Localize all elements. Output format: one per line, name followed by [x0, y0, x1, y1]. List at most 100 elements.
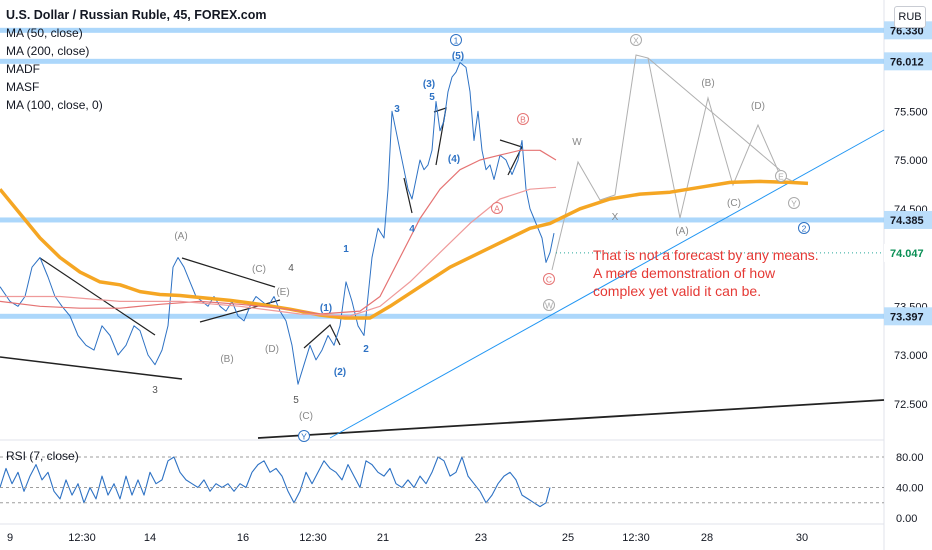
price-label-0: 76.330	[890, 25, 924, 37]
wave-sketch-c	[499, 139, 523, 176]
wave-label-20: X	[612, 212, 619, 223]
wave-label-24: (C)	[727, 198, 741, 209]
price-label-box-4	[884, 307, 932, 326]
rsi-tick-label-2: 0.00	[896, 513, 917, 525]
projection-guide	[647, 57, 781, 171]
wave-label-1: (B)	[220, 354, 233, 365]
chart-annotation: That is not a forecast by any means. A m…	[593, 246, 819, 300]
price-tick-label-5: 75.000	[894, 155, 928, 167]
wave-label-21: (B)	[701, 78, 714, 89]
wave-label-10: (2)	[334, 367, 346, 378]
wave-circle-ring-9	[298, 430, 310, 442]
wave-label-22: (D)	[751, 101, 765, 112]
level-line-3	[0, 313, 884, 319]
legend-masf[interactable]: MASF	[6, 80, 40, 94]
wave-circle-8: 2	[798, 222, 810, 234]
time-tick-label-1: 12:30	[68, 532, 96, 544]
wave-circle-0: 1	[450, 34, 462, 46]
wave-label-16: 5	[429, 92, 435, 103]
annotation-line-1: That is not a forecast by any means.	[593, 247, 819, 263]
wave-label-17: (4)	[448, 154, 460, 165]
wave-circle-text-5: W	[545, 301, 553, 311]
wave-label-11: 1	[343, 244, 349, 255]
level-line-1	[0, 58, 884, 64]
legend-madf[interactable]: MADF	[6, 62, 40, 76]
chart-legend: U.S. Dollar / Russian Ruble, 45, FOREX.c…	[6, 6, 266, 114]
wave-circle-text-7: Y	[791, 199, 797, 209]
time-tick-label-4: 12:30	[299, 532, 327, 544]
wave-circle-text-8: 2	[802, 224, 807, 234]
wave-circle-ring-5	[543, 299, 555, 311]
wave-circle-ring-7	[788, 197, 800, 209]
time-tick-label-5: 21	[377, 532, 389, 544]
wave-circle-text-2: A	[494, 204, 500, 214]
wave-circle-text-1: X	[633, 36, 639, 46]
wave-label-23: (A)	[675, 226, 688, 237]
price-label-4: 73.397	[890, 311, 924, 323]
projection-path	[551, 54, 797, 271]
rsi-label: RSI (7, close)	[6, 449, 79, 463]
legend-ma-50[interactable]: MA (50, close)	[6, 26, 83, 40]
wave-circle-ring-4	[543, 273, 555, 285]
wave-circle-ring-3	[517, 113, 529, 125]
wave-circle-9: Y	[298, 430, 310, 442]
wave-label-0: (A)	[174, 231, 187, 242]
wave-circle-text-4: C	[546, 275, 552, 285]
time-tick-label-8: 12:30	[622, 532, 650, 544]
wave-label-2: (C)	[252, 264, 266, 275]
level-line-2	[0, 217, 884, 223]
wave-label-19: W	[572, 137, 582, 148]
wave-label-14: 4	[409, 224, 415, 235]
trendline-triangle-top	[181, 257, 276, 288]
time-tick-label-3: 16	[237, 532, 249, 544]
wave-circle-2: A	[491, 202, 503, 214]
annotation-line-3: complex yet valid it can be.	[593, 283, 762, 299]
wave-circle-ring-2	[491, 202, 503, 214]
time-tick-label-6: 23	[475, 532, 487, 544]
price-label-2: 74.385	[890, 215, 924, 227]
rsi-tick-label-0: 80.00	[896, 452, 924, 464]
symbol-title: U.S. Dollar / Russian Ruble, 45, FOREX.c…	[6, 8, 267, 22]
wave-circle-ring-0	[450, 34, 462, 46]
legend-ma-200[interactable]: MA (200, close)	[6, 44, 90, 58]
trendline-lower-left	[0, 356, 183, 380]
rsi-line	[0, 456, 551, 508]
wave-circle-4: C	[543, 273, 555, 285]
wave-circle-text-9: Y	[301, 432, 307, 442]
wave-circle-7: Y	[788, 197, 800, 209]
wave-label-8: (C)	[299, 411, 313, 422]
wave-label-4: (E)	[276, 287, 289, 298]
ma-50-line	[0, 149, 557, 315]
wave-label-5: 4	[288, 263, 294, 274]
annotation-line-2: A mere demonstration of how	[593, 265, 776, 281]
level-line-0	[0, 27, 884, 33]
price-tick-label-1: 73.000	[894, 350, 928, 362]
wave-label-13: 3	[394, 104, 400, 115]
wave-circle-text-6: E	[778, 172, 784, 182]
wave-circle-1: X	[630, 34, 642, 46]
price-label-box-2	[884, 210, 932, 229]
wave-label-9: (1)	[320, 303, 332, 314]
wave-circle-text-3: B	[520, 115, 526, 125]
time-tick-label-2: 14	[144, 532, 156, 544]
wave-label-7: 5	[293, 395, 299, 406]
price-label-box-1	[884, 52, 932, 71]
price-tick-label-6: 75.500	[894, 106, 928, 118]
wave-circle-ring-1	[630, 34, 642, 46]
currency-button[interactable]: RUB	[894, 6, 926, 28]
ma-200-line	[0, 179, 809, 320]
trendline-long-bottom	[257, 399, 885, 439]
wave-circle-ring-6	[775, 170, 787, 182]
trendline-upper-left	[39, 257, 156, 336]
time-tick-label-9: 28	[701, 532, 713, 544]
time-tick-label-7: 25	[562, 532, 574, 544]
wave-sketch-a	[403, 177, 413, 214]
time-tick-label-0: 9	[7, 532, 13, 544]
price-tick-label-0: 72.500	[894, 399, 928, 411]
wave-label-12: 2	[363, 344, 369, 355]
legend-ma-100[interactable]: MA (100, close, 0)	[6, 98, 103, 112]
wave-label-18: (5)	[452, 51, 464, 62]
rsi-tick-label-1: 40.00	[896, 483, 924, 495]
price-label-1: 76.012	[890, 56, 924, 68]
